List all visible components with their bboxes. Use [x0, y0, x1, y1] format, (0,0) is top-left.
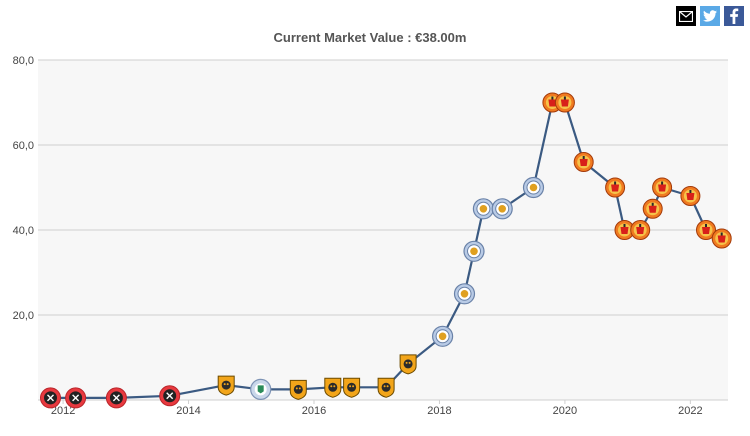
y-tick-label: 40,0 — [13, 225, 34, 237]
data-point-sheffield-united[interactable] — [40, 387, 61, 409]
data-point-hull-city[interactable] — [324, 377, 342, 398]
data-point-hull-city[interactable] — [289, 379, 307, 400]
data-point-leicester-city[interactable] — [522, 176, 545, 199]
data-point-manchester-united[interactable] — [573, 152, 594, 172]
data-point-hull-city[interactable] — [377, 377, 395, 398]
data-point-sheffield-united[interactable] — [105, 387, 127, 409]
y-tick-label: 20,0 — [13, 310, 34, 322]
market-value-line — [50, 101, 723, 399]
data-point-wigan-athletic[interactable] — [250, 378, 272, 400]
data-point-manchester-united[interactable] — [642, 198, 663, 219]
data-point-leicester-city[interactable] — [432, 325, 454, 347]
data-point-leicester-city[interactable] — [472, 198, 494, 220]
x-tick-label: 2022 — [678, 405, 702, 417]
data-point-manchester-united[interactable] — [614, 220, 635, 240]
chart-title: Current Market Value : €38.00m — [273, 30, 467, 45]
data-point-leicester-city[interactable] — [463, 240, 485, 262]
axes: 20,0 40,0 60,0 80,0 2012 2014 2016 2018 2020 2022 — [13, 55, 728, 417]
data-point-manchester-united[interactable] — [554, 92, 575, 113]
data-point-sheffield-united[interactable] — [65, 387, 87, 409]
x-tick-label: 2014 — [176, 405, 200, 417]
series-line-layer — [50, 101, 723, 399]
data-point-hull-city[interactable] — [343, 377, 361, 398]
data-point-manchester-united[interactable] — [605, 177, 626, 198]
x-tick-label: 2018 — [427, 405, 451, 417]
data-point-hull-city[interactable] — [399, 354, 417, 375]
facebook-share-button[interactable] — [724, 6, 744, 26]
data-point-manchester-united[interactable] — [680, 186, 701, 206]
data-point-manchester-united[interactable] — [630, 220, 651, 240]
data-point-manchester-united[interactable] — [696, 220, 716, 240]
y-tick-label: 80,0 — [13, 55, 34, 67]
data-point-leicester-city[interactable] — [491, 198, 513, 220]
twitter-share-button[interactable] — [700, 6, 720, 26]
x-tick-label: 2012 — [51, 405, 75, 417]
data-point-manchester-united[interactable] — [711, 228, 732, 249]
facebook-icon — [730, 8, 739, 24]
data-point-leicester-city[interactable] — [453, 283, 476, 305]
twitter-icon — [703, 10, 717, 22]
email-share-button[interactable] — [676, 6, 696, 26]
x-tick-label: 2016 — [302, 405, 326, 417]
data-point-sheffield-united[interactable] — [159, 385, 181, 407]
grid-lines — [38, 59, 728, 316]
data-point-manchester-united[interactable] — [652, 177, 673, 198]
share-bar — [676, 6, 744, 26]
email-icon — [679, 10, 693, 22]
y-tick-label: 60,0 — [13, 140, 34, 152]
data-point-hull-city[interactable] — [217, 375, 235, 396]
x-tick-label: 2020 — [553, 405, 577, 417]
markers-layer — [40, 92, 732, 409]
